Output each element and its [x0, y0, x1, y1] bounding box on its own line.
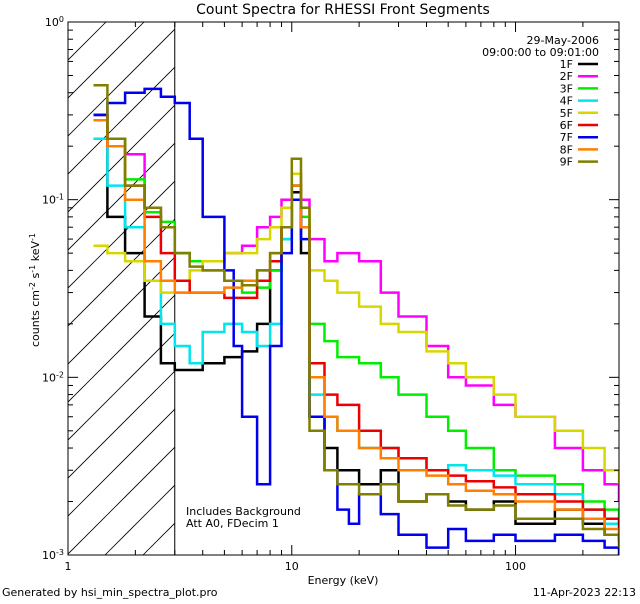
- legend-label-3F: 3F: [560, 82, 573, 95]
- hatch-line: [68, 408, 175, 517]
- y-tick-label: 10-3: [42, 548, 64, 563]
- hatch-line: [68, 218, 175, 327]
- x-tick-label: 1: [65, 560, 72, 573]
- plot-border: [67, 21, 620, 556]
- hatch-line: [295, 22, 640, 555]
- time-range-label: 09:00:00 to 09:01:00: [482, 46, 599, 59]
- hatch-line: [68, 66, 175, 175]
- legend-label-4F: 4F: [560, 95, 573, 108]
- y-tick-label: 100: [45, 15, 64, 30]
- annotation-attenuator: Att A0, FDecim 1: [186, 517, 279, 530]
- hatch-line: [68, 142, 175, 251]
- legend-label-2F: 2F: [560, 70, 573, 83]
- legend-label-1F: 1F: [560, 58, 573, 71]
- y-axis-label: counts cm-2 s-1 keV-1: [28, 233, 43, 347]
- chart-title: Count Spectra for RHESSI Front Segments: [196, 2, 490, 18]
- x-axis-label: Energy (keV): [308, 574, 379, 587]
- date-label: 29-May-2006: [527, 34, 599, 47]
- hatch-line: [68, 256, 175, 365]
- footer-generated-by: Generated by hsi_min_spectra_plot.pro: [2, 586, 218, 599]
- series-line-3F: [93, 113, 619, 524]
- legend-label-8F: 8F: [560, 143, 573, 156]
- legend-label-7F: 7F: [560, 131, 573, 144]
- hatch-line: [68, 28, 175, 137]
- hatch-line: [333, 22, 640, 555]
- legend-label-9F: 9F: [560, 156, 573, 169]
- legend-label-6F: 6F: [560, 119, 573, 132]
- hatch-line: [68, 370, 175, 479]
- series-line-1F: [93, 113, 619, 541]
- y-tick-label: 10-2: [42, 370, 64, 385]
- x-tick-label: 100: [505, 560, 526, 573]
- legend-label-5F: 5F: [560, 107, 573, 120]
- series-layer: [93, 84, 619, 555]
- series-line-2F: [93, 113, 619, 502]
- hatch-line: [68, 104, 175, 213]
- annotation-background: Includes Background: [186, 505, 301, 518]
- footer-timestamp: 11-Apr-2023 22:13: [533, 586, 636, 599]
- series-line-9F: [93, 84, 619, 548]
- plot-frame: [67, 21, 620, 556]
- axis-ticks: 1 10 100 10-3 10-2 10-1 100: [42, 15, 619, 573]
- hatch-line: [68, 22, 107, 61]
- series-line-5F: [93, 172, 619, 485]
- y-tick-label: 10-1: [42, 192, 64, 207]
- x-tick-label: 10: [285, 560, 299, 573]
- series-line-6F: [93, 113, 619, 529]
- hatch-line: [68, 180, 175, 289]
- hatch-line: [68, 446, 175, 555]
